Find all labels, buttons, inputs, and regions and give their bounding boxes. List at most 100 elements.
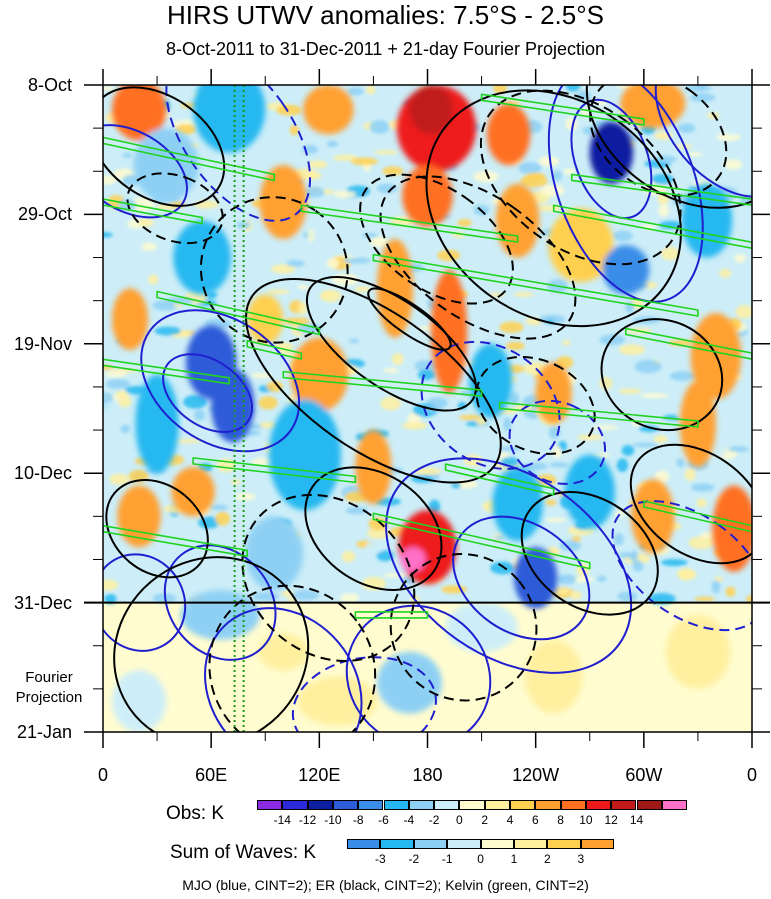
y-tick-label: 10-Dec xyxy=(13,463,72,484)
kelvin-contour xyxy=(246,340,303,360)
colorbar-label: 0 xyxy=(477,852,484,866)
mjo-contour xyxy=(654,85,752,198)
texture-speck xyxy=(505,341,525,351)
anomaly-blob xyxy=(297,676,378,726)
colorbar-cell xyxy=(307,800,333,810)
texture-speck xyxy=(417,369,436,380)
texture-speck xyxy=(306,229,315,242)
texture-speck xyxy=(634,359,662,374)
texture-speck xyxy=(498,446,521,452)
texture-speck xyxy=(490,561,515,575)
texture-speck xyxy=(373,150,399,155)
texture-speck xyxy=(613,533,624,546)
colorbar-cell xyxy=(535,800,561,810)
texture-speck xyxy=(683,523,707,532)
texture-speck xyxy=(616,458,629,473)
texture-speck xyxy=(308,160,328,169)
texture-speck xyxy=(538,156,559,167)
texture-speck xyxy=(202,210,225,217)
er-contour xyxy=(585,85,752,209)
texture-speck xyxy=(174,438,201,444)
er-contour xyxy=(103,86,226,207)
texture-speck xyxy=(596,575,607,582)
kelvin-contour xyxy=(625,327,752,360)
colorbar-cell xyxy=(514,839,548,849)
anomaly-blob xyxy=(564,454,615,529)
texture-speck xyxy=(365,540,385,554)
texture-speck xyxy=(402,421,428,430)
texture-speck xyxy=(509,392,520,406)
colorbar-label: -1 xyxy=(441,852,453,866)
texture-speck xyxy=(548,426,561,440)
texture-speck xyxy=(347,87,364,96)
colorbar-cell xyxy=(510,800,536,810)
anomaly-blob xyxy=(514,547,558,609)
texture-speck xyxy=(368,517,389,531)
texture-speck xyxy=(148,274,159,285)
texture-speck xyxy=(413,467,442,476)
anomaly-blob xyxy=(377,651,442,714)
colorbar-label: -10 xyxy=(324,813,342,827)
texture-speck xyxy=(577,434,603,441)
texture-speck xyxy=(618,388,642,394)
texture-speck xyxy=(380,396,401,411)
anomaly-blob xyxy=(631,479,675,554)
er-contour xyxy=(113,556,310,732)
anomaly-blob xyxy=(712,485,752,572)
mjo-contour xyxy=(204,607,363,732)
texture-speck xyxy=(545,499,557,506)
anomaly-blob xyxy=(468,343,513,418)
er-contour xyxy=(425,89,682,328)
kelvin-contour xyxy=(570,173,752,206)
texture-speck xyxy=(332,154,358,161)
colorbar-label: -14 xyxy=(273,813,291,827)
texture-speck xyxy=(734,253,746,263)
texture-speck xyxy=(676,458,685,468)
texture-speck xyxy=(286,259,305,267)
texture-speck xyxy=(687,152,703,157)
colorbar-label: 12 xyxy=(604,813,618,827)
texture-speck xyxy=(298,301,307,316)
anomaly-blob xyxy=(245,516,304,591)
texture-speck xyxy=(350,157,379,166)
texture-speck xyxy=(361,576,386,591)
texture-speck xyxy=(473,575,488,580)
texture-speck xyxy=(326,140,339,148)
kelvin-contour xyxy=(372,253,699,317)
x-tick-label: 180 xyxy=(412,765,443,785)
texture-speck xyxy=(341,550,356,563)
texture-speck xyxy=(696,498,707,508)
er-contour xyxy=(245,278,502,484)
texture-speck xyxy=(711,580,721,594)
kelvin-contour xyxy=(480,93,645,126)
texture-speck xyxy=(660,246,680,261)
texture-speck xyxy=(250,372,273,379)
texture-speck xyxy=(141,242,157,251)
colorbar-cell xyxy=(611,800,637,810)
texture-speck xyxy=(362,171,374,179)
anomaly-blob xyxy=(548,208,614,283)
texture-speck xyxy=(289,124,300,136)
er-contour xyxy=(379,175,577,340)
anomaly-blob xyxy=(486,103,531,166)
y-tick-label: 31-Dec xyxy=(13,592,72,613)
texture-speck xyxy=(340,593,360,603)
texture-speck xyxy=(525,172,546,179)
er-contour xyxy=(475,355,596,455)
texture-speck xyxy=(354,286,372,293)
er-contour xyxy=(479,89,682,266)
texture-speck xyxy=(103,579,119,591)
mjo-contour xyxy=(163,544,277,661)
texture-speck xyxy=(455,497,481,509)
texture-speck xyxy=(283,317,311,326)
wave-contours xyxy=(103,85,752,732)
plot-frame xyxy=(84,69,770,748)
colorbar-label: 8 xyxy=(557,813,564,827)
colorbar-cell xyxy=(547,839,581,849)
texture-speck xyxy=(235,492,256,501)
kelvin-contour xyxy=(103,198,203,225)
er-contour xyxy=(367,287,452,351)
texture-speck xyxy=(391,353,404,366)
er-contour xyxy=(589,85,728,197)
texture-speck xyxy=(669,371,696,381)
